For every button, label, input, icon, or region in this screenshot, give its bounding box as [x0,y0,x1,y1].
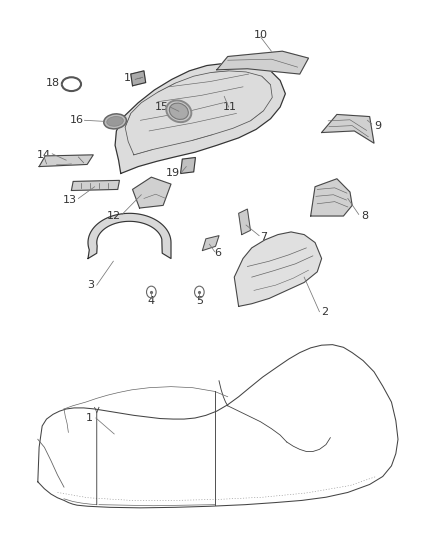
Polygon shape [88,213,171,259]
Text: 2: 2 [321,306,329,317]
Text: 15: 15 [155,102,169,112]
Polygon shape [239,209,251,235]
Polygon shape [180,158,195,173]
Polygon shape [202,236,219,251]
Text: 7: 7 [261,232,268,243]
Text: 18: 18 [46,78,60,88]
Ellipse shape [107,117,124,126]
Text: 11: 11 [223,102,237,112]
Text: 6: 6 [215,248,222,258]
Ellipse shape [104,114,127,129]
Polygon shape [217,51,308,74]
Text: 10: 10 [254,30,268,41]
Ellipse shape [166,100,191,122]
Text: 19: 19 [166,168,180,179]
Text: 4: 4 [148,296,155,306]
Polygon shape [311,179,352,216]
Text: 3: 3 [88,280,95,290]
Polygon shape [321,115,374,143]
Text: 13: 13 [63,195,77,205]
Text: 9: 9 [374,120,381,131]
Text: 14: 14 [37,150,51,160]
Ellipse shape [170,103,188,119]
Text: 17: 17 [124,73,138,83]
Polygon shape [115,63,286,173]
Text: 16: 16 [70,115,84,125]
Polygon shape [234,232,321,306]
Text: 5: 5 [196,296,203,306]
Text: 1: 1 [85,413,92,423]
Polygon shape [133,177,171,208]
Text: 8: 8 [361,211,368,221]
Polygon shape [39,155,93,166]
Text: 12: 12 [106,211,121,221]
Polygon shape [131,71,146,86]
Polygon shape [71,180,120,190]
